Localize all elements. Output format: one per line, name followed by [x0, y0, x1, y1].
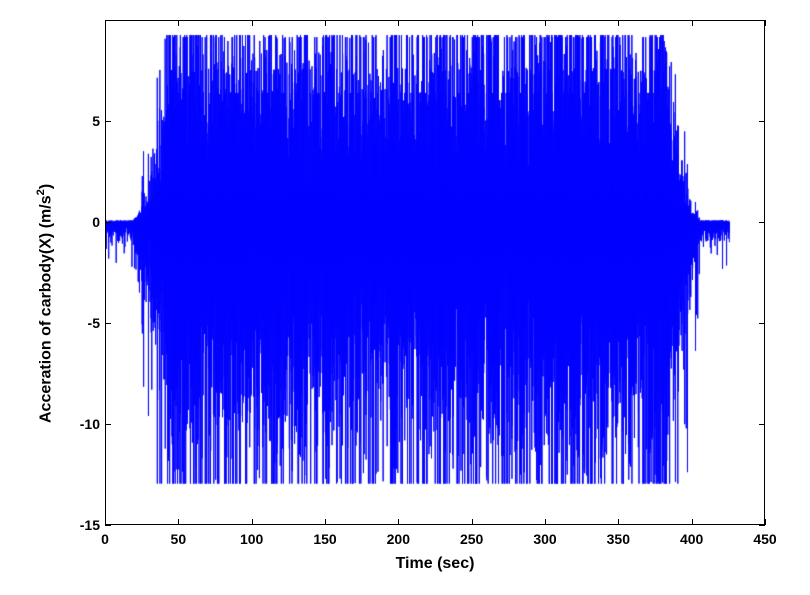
y-axis-label-sup: 2	[35, 189, 47, 195]
y-axis-label-text-post: )	[37, 183, 54, 188]
x-tick-mark	[252, 20, 253, 26]
x-tick-label: 250	[460, 531, 483, 547]
x-tick-label: 450	[753, 531, 776, 547]
x-tick-mark	[692, 20, 693, 26]
y-tick-label: -10	[70, 416, 100, 432]
x-tick-label: 350	[607, 531, 630, 547]
y-tick-label: 5	[70, 113, 100, 129]
x-tick-label: 300	[533, 531, 556, 547]
x-tick-mark	[545, 519, 546, 525]
x-tick-mark	[618, 20, 619, 26]
y-tick-mark	[759, 424, 765, 425]
x-tick-mark	[765, 20, 766, 26]
x-tick-label: 50	[171, 531, 187, 547]
x-tick-mark	[178, 519, 179, 525]
x-tick-mark	[472, 20, 473, 26]
y-tick-mark	[105, 525, 111, 526]
y-tick-mark	[759, 323, 765, 324]
x-tick-mark	[325, 519, 326, 525]
x-axis-label: Time (sec)	[396, 555, 475, 573]
x-tick-mark	[398, 20, 399, 26]
y-tick-mark	[105, 424, 111, 425]
x-tick-mark	[692, 519, 693, 525]
y-tick-label: -5	[70, 315, 100, 331]
y-tick-label: -15	[70, 517, 100, 533]
x-tick-mark	[618, 519, 619, 525]
signal-line	[106, 21, 766, 526]
x-tick-label: 400	[680, 531, 703, 547]
y-tick-mark	[105, 323, 111, 324]
x-tick-mark	[252, 519, 253, 525]
y-tick-mark	[105, 121, 111, 122]
x-tick-label: 200	[387, 531, 410, 547]
y-axis-label: Acceration of carbody(X) (m/s2)	[35, 183, 55, 422]
y-axis-label-text-pre: Acceration of carbody(X) (m/s	[37, 195, 54, 423]
y-tick-mark	[105, 222, 111, 223]
figure: 0 50 100 150 200 250 300 350 400 450 -15 -10 -5 0 5 T…	[0, 0, 810, 595]
y-tick-label: 0	[70, 214, 100, 230]
x-tick-mark	[325, 20, 326, 26]
x-axis-label-text: Time (sec)	[396, 555, 475, 572]
x-tick-label: 150	[313, 531, 336, 547]
x-tick-label: 100	[240, 531, 263, 547]
y-tick-mark	[759, 121, 765, 122]
x-tick-label: 0	[101, 531, 109, 547]
x-tick-mark	[178, 20, 179, 26]
plot-area	[105, 20, 765, 525]
y-tick-mark	[759, 525, 765, 526]
x-tick-mark	[765, 519, 766, 525]
x-tick-mark	[545, 20, 546, 26]
x-tick-mark	[398, 519, 399, 525]
x-tick-mark	[105, 20, 106, 26]
y-tick-mark	[759, 222, 765, 223]
x-tick-mark	[472, 519, 473, 525]
